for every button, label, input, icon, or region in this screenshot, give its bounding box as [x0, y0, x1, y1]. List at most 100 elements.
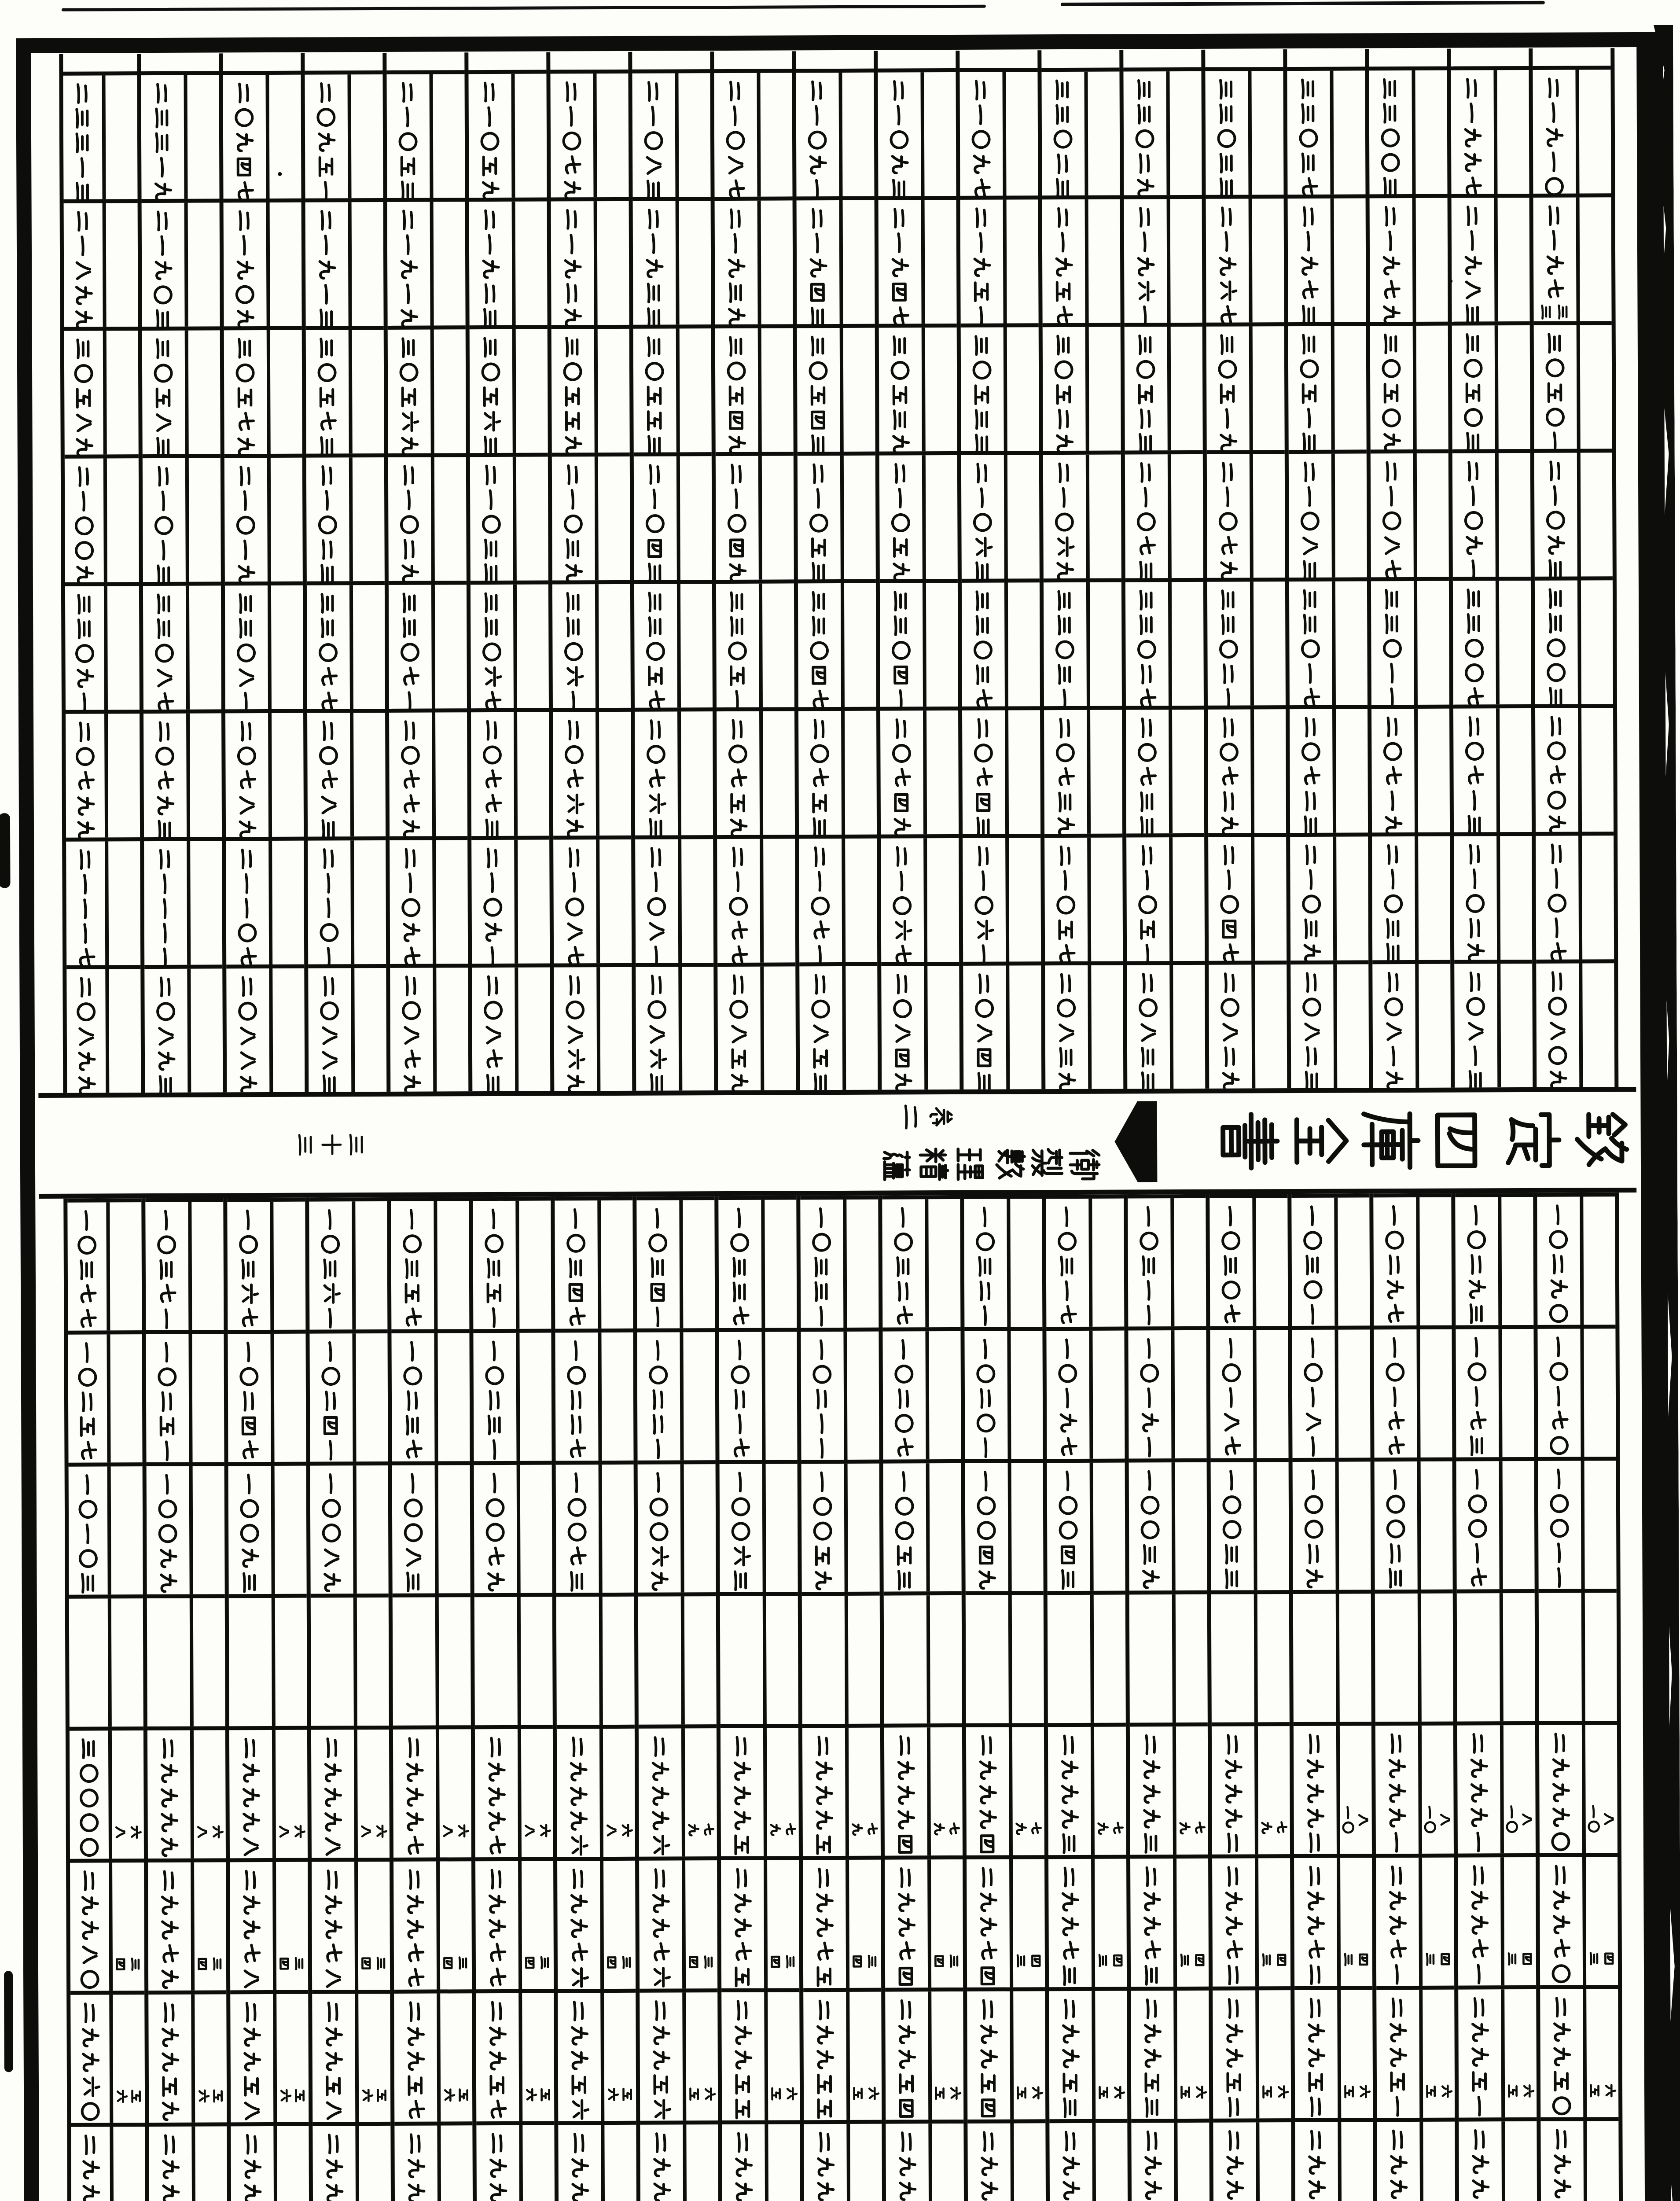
- annotation-zone: [352, 202, 384, 326]
- number-value: [1207, 582, 1254, 709]
- numeral-glyph-九: [1015, 1822, 1027, 1835]
- numeral-glyph-八: [361, 1825, 371, 1837]
- numeral-glyph-二: [405, 975, 416, 997]
- empty-cell: [147, 1594, 225, 1727]
- annotation-zone: [1253, 454, 1285, 578]
- numeral-glyph-三: [459, 1956, 467, 1970]
- numeral-glyph-一: [819, 1207, 823, 1228]
- annotation-zone: [846, 966, 878, 1090]
- number-cell: [1126, 833, 1205, 964]
- annotation-line: [784, 1954, 798, 1969]
- numeral-glyph-〇: [1545, 177, 1564, 196]
- numeral-glyph-六: [458, 1824, 470, 1838]
- number-cell: [721, 1856, 800, 1989]
- annotation-zone: [1422, 1858, 1454, 1986]
- annotation-line: [1505, 1805, 1519, 1834]
- numeral-glyph-三: [1137, 79, 1151, 100]
- numeral-glyph-二: [163, 1870, 174, 1891]
- annotation-line: [456, 1956, 470, 1970]
- numeral-glyph-二: [160, 976, 171, 997]
- numeral-glyph-四: [324, 1416, 338, 1435]
- numeral-glyph-六: [444, 2088, 456, 2102]
- numeral-glyph-八: [325, 1837, 341, 1856]
- annotation-line: [360, 2088, 374, 2102]
- numeral-glyph-二: [491, 2001, 502, 2022]
- numeral-glyph-九: [82, 2028, 100, 2048]
- numeral-glyph-七: [406, 1439, 423, 1459]
- numeral-glyph-四: [198, 1958, 208, 1970]
- numeral-glyph-五: [1017, 2086, 1027, 2100]
- number-value: [886, 2124, 933, 2201]
- number-value: [555, 1465, 603, 1593]
- number-value: [468, 74, 515, 201]
- number-value: [1287, 198, 1334, 326]
- number-cell: [633, 452, 712, 584]
- numeral-glyph-三: [75, 182, 89, 203]
- numeral-glyph-六: [1138, 280, 1156, 302]
- numeral-glyph-三: [1301, 152, 1315, 173]
- numeral-glyph-一: [83, 923, 87, 944]
- numeral-glyph-五: [459, 2088, 469, 2102]
- number-value: [1454, 836, 1501, 963]
- annotation-zone: [1255, 964, 1287, 1088]
- difference-annotation: [1506, 1952, 1534, 1966]
- annotation-zone: [1337, 964, 1369, 1088]
- numeral-glyph-六: [242, 1283, 259, 1304]
- annotation-zone: [1090, 710, 1122, 834]
- annotation-zone: [189, 585, 221, 709]
- numeral-glyph-二: [486, 720, 497, 741]
- number-cell: [557, 1856, 636, 1989]
- numeral-glyph-七: [490, 1967, 507, 1987]
- number-cell: [1045, 961, 1124, 1092]
- numeral-glyph-三: [484, 592, 498, 613]
- numeral-glyph-〇: [1588, 1820, 1600, 1833]
- numeral-glyph-九: [1137, 178, 1155, 198]
- number-cell: [146, 1462, 225, 1595]
- annotation-line: [1603, 1951, 1616, 1965]
- number-cell: [225, 709, 304, 840]
- numeral-glyph-〇: [156, 1002, 176, 1021]
- number-cell: [1458, 1985, 1537, 2118]
- numeral-glyph-九: [735, 2050, 753, 2070]
- empty-cell: [474, 1593, 553, 1726]
- numeral-glyph-八: [243, 1969, 260, 1988]
- numeral-glyph-二: [404, 539, 415, 560]
- numeral-glyph-一: [574, 1472, 578, 1493]
- numeral-glyph-一: [1146, 943, 1150, 964]
- annotation-zone: [1334, 326, 1367, 449]
- number-cell: [227, 1197, 306, 1330]
- numeral-glyph-七: [1309, 1940, 1325, 1959]
- numeral-glyph-七: [1471, 1567, 1488, 1587]
- numeral-glyph-七: [1384, 280, 1401, 299]
- numeral-glyph-三: [1590, 1952, 1599, 1965]
- annotation-line: [934, 2086, 947, 2100]
- numeral-glyph-六: [1032, 2086, 1044, 2100]
- numeral-glyph-〇: [320, 923, 339, 942]
- number-cell: [64, 327, 139, 458]
- numeral-glyph-三: [1384, 333, 1397, 354]
- numeral-glyph-九: [402, 820, 421, 839]
- numeral-glyph-七: [1222, 766, 1239, 786]
- numeral-glyph-二: [1228, 1998, 1239, 2019]
- numeral-glyph-一: [1552, 151, 1556, 173]
- annotation-zone: [1094, 1727, 1126, 1855]
- annotation-line: [1587, 1804, 1601, 1833]
- numeral-glyph-〇: [1546, 408, 1565, 427]
- annotation-zone: [353, 585, 385, 709]
- numeral-glyph-五: [244, 2076, 259, 2097]
- number-cell: [1206, 195, 1284, 324]
- number-cell: [1208, 833, 1287, 963]
- numeral-glyph-三: [156, 437, 170, 458]
- numeral-glyph-〇: [1386, 1362, 1405, 1382]
- numeral-glyph-二: [1146, 1998, 1157, 2019]
- numeral-glyph-〇: [650, 1498, 669, 1517]
- numeral-glyph-九: [237, 260, 255, 280]
- number-value: [967, 1859, 1014, 1988]
- numeral-glyph-八: [649, 1025, 665, 1044]
- annotation-line: [948, 2086, 962, 2100]
- row-lead-margin: [63, 54, 137, 72]
- numeral-glyph-一: [1145, 869, 1149, 891]
- annotation-zone: [1256, 1330, 1288, 1458]
- numeral-glyph-〇: [400, 363, 419, 382]
- annotation-line: [1275, 1953, 1289, 1967]
